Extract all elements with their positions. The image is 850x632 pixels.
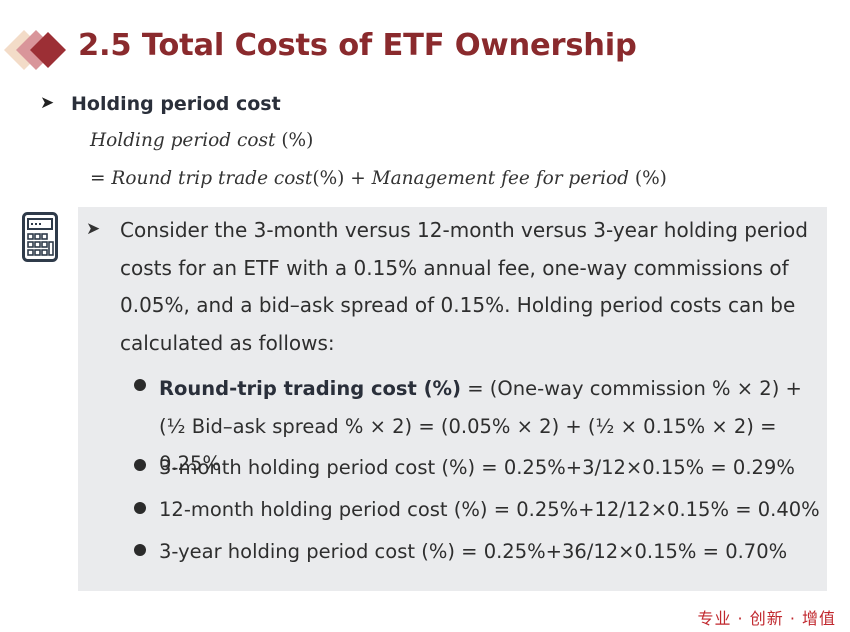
bullet-dot-icon xyxy=(134,379,146,391)
formula-unit: (%) xyxy=(281,130,314,151)
list-item: 3-year holding period cost (%) = 0.25%+3… xyxy=(159,533,824,571)
arrowhead-bullet-icon: ➤ xyxy=(86,219,101,239)
slide-title: 2.5 Total Costs of ETF Ownership xyxy=(78,28,637,63)
list-item: 12-month holding period cost (%) = 0.25%… xyxy=(159,491,824,529)
formula-term-trade: Round trip trade cost xyxy=(111,168,313,189)
item-bold-term: Round-trip trading cost (%) xyxy=(159,377,462,400)
calculator-icon xyxy=(22,212,58,262)
formula-term-fee: Management fee for period xyxy=(371,168,629,189)
diamonds-logo-icon xyxy=(4,30,66,70)
bullet-dot-icon xyxy=(134,544,146,556)
formula-line-1: Holding period cost (%) xyxy=(90,130,313,151)
list-item: 3-month holding period cost (%) = 0.25%+… xyxy=(159,449,824,487)
item-text: = (One-way commission % × 2) + (½ Bid–as… xyxy=(159,377,802,475)
bullet-dot-icon xyxy=(134,502,146,514)
example-paragraph: Consider the 3-month versus 12-month ver… xyxy=(120,218,808,355)
formula-equals: = xyxy=(90,168,106,189)
example-panel xyxy=(78,207,827,591)
formula-plus: + xyxy=(350,168,366,189)
formula-unit-trade: (%) xyxy=(312,168,345,189)
formula-line-2: = Round trip trade cost(%) + Management … xyxy=(90,168,667,189)
formula-unit-fee: (%) xyxy=(634,168,667,189)
footer-slogan: 专业 · 创新 · 增值 xyxy=(697,609,836,628)
item-text: 3-year holding period cost (%) = 0.25%+3… xyxy=(159,540,788,563)
list-item: Round-trip trading cost (%) = (One-way c… xyxy=(159,370,824,483)
formula-term: Holding period cost xyxy=(90,130,276,151)
item-text: 12-month holding period cost (%) = 0.25%… xyxy=(159,498,820,521)
bullet-heading: Holding period cost xyxy=(71,93,281,115)
item-text: 3-month holding period cost (%) = 0.25%+… xyxy=(159,456,795,479)
bullet-dot-icon xyxy=(134,459,146,471)
arrowhead-bullet-icon: ➤ xyxy=(40,93,55,113)
